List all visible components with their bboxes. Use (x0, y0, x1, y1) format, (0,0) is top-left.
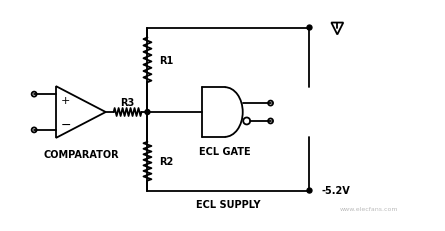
Text: -5.2V: -5.2V (321, 185, 350, 195)
Text: R2: R2 (159, 157, 174, 167)
Text: www.elecfans.com: www.elecfans.com (340, 206, 398, 211)
Circle shape (145, 110, 150, 115)
Text: R1: R1 (159, 56, 174, 66)
Text: ECL GATE: ECL GATE (199, 146, 251, 156)
Circle shape (307, 188, 312, 193)
Text: +: + (61, 96, 71, 106)
Text: COMPARATOR: COMPARATOR (43, 149, 119, 159)
Text: ECL SUPPLY: ECL SUPPLY (196, 200, 261, 210)
Text: −: − (61, 118, 71, 131)
Circle shape (307, 26, 312, 31)
Text: R3: R3 (121, 98, 135, 108)
